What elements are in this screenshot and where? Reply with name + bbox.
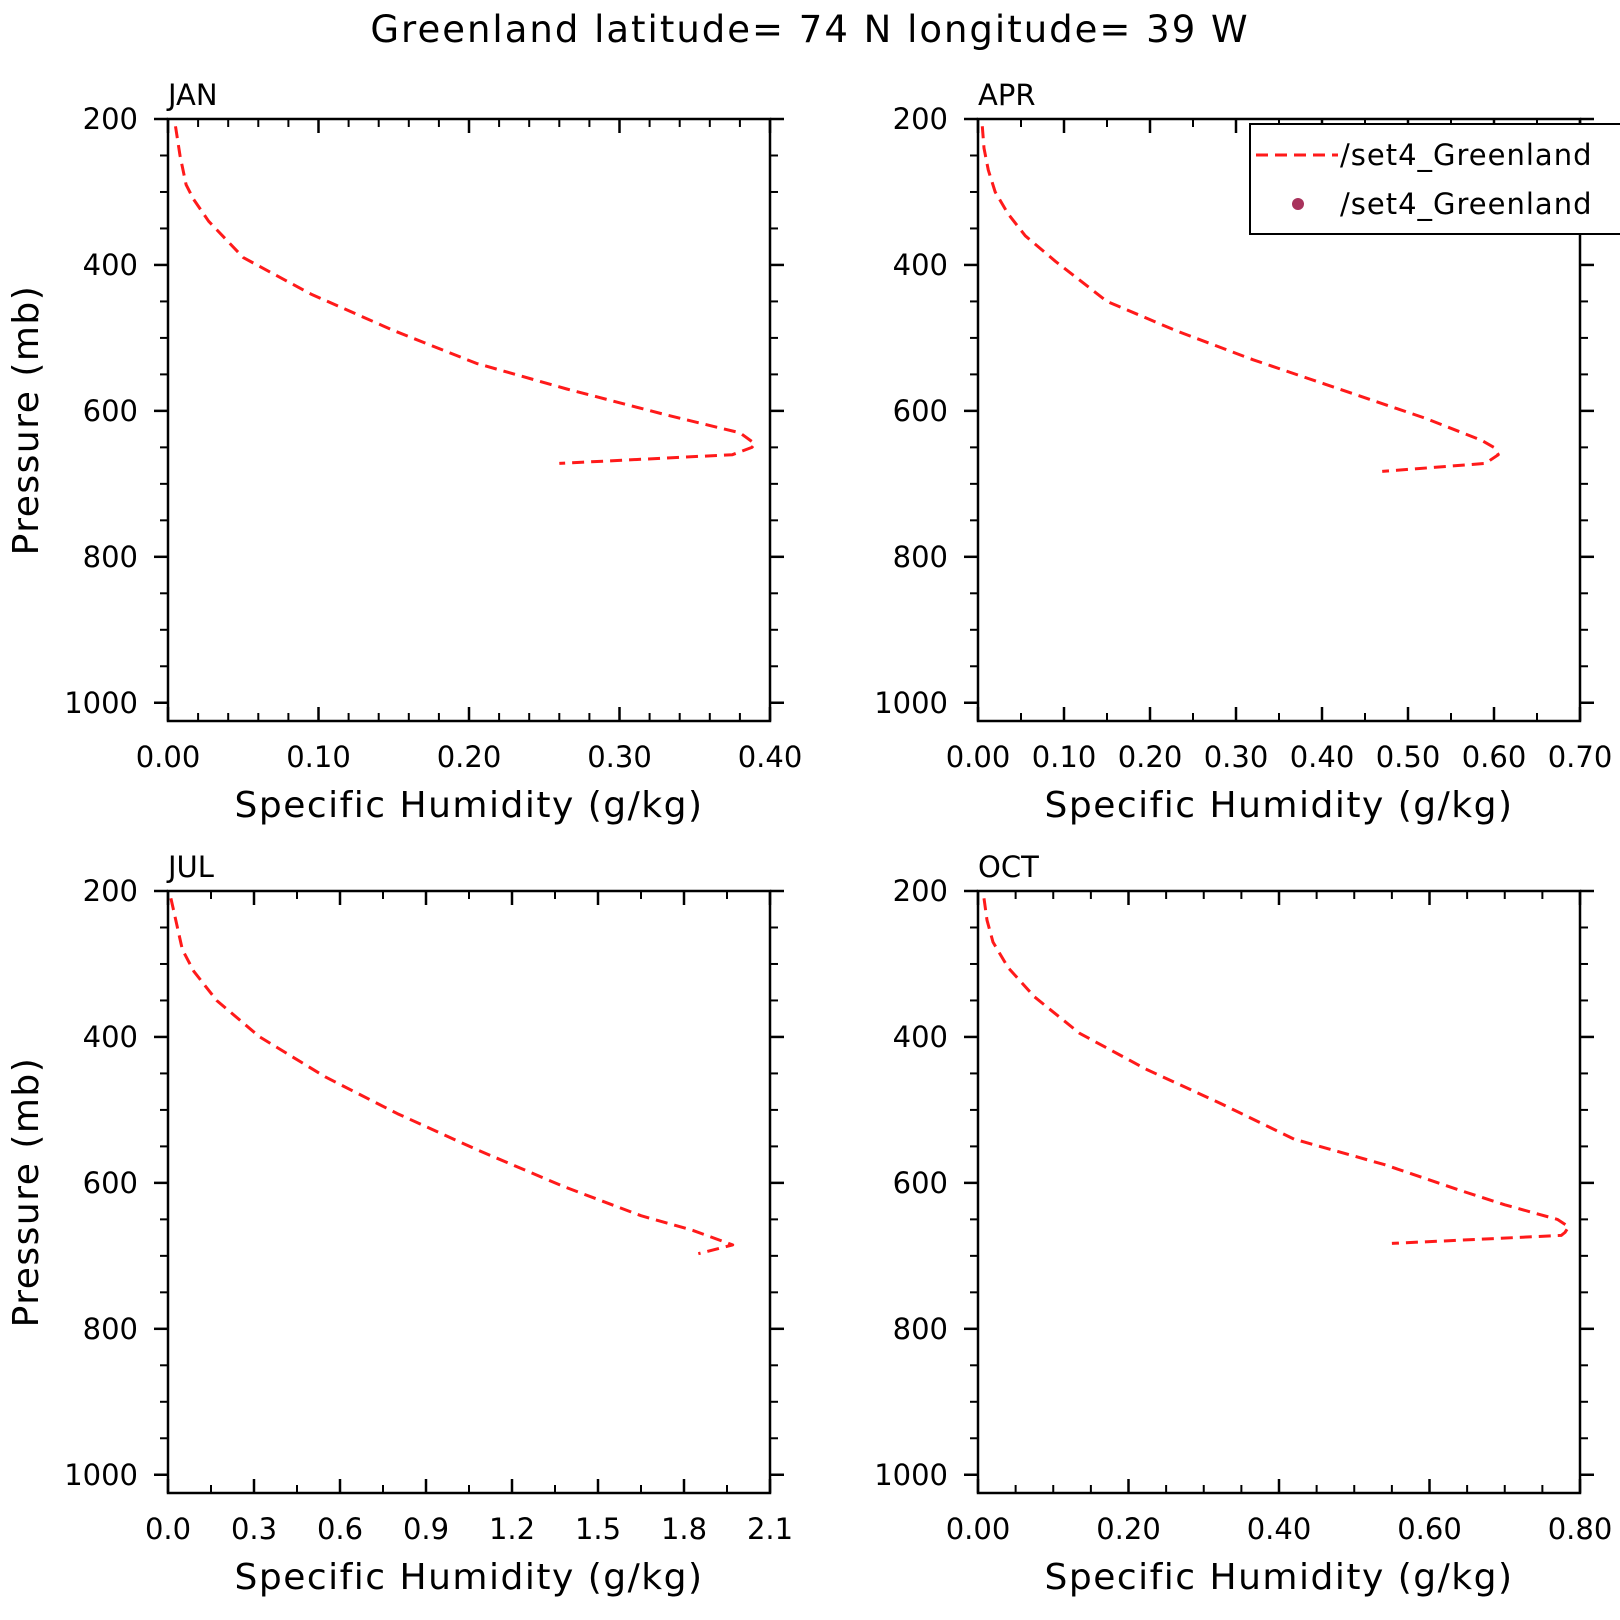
legend-label: /set4_Greenland (1340, 138, 1592, 172)
y-tick-label: 800 (893, 1312, 948, 1346)
x-tick-label: 0.20 (1096, 1512, 1161, 1546)
y-tick-label: 600 (893, 1166, 948, 1200)
plot-frame (976, 889, 1582, 1495)
legend-label: /set4_Greenland (1340, 187, 1592, 221)
x-tick-label: 1.2 (489, 1512, 535, 1546)
panel-jul: JUL 0.0 0.3 0.6 0.9 1.2 1.5 1.8 2.1 200 400 600 800 1… (6, 850, 793, 1598)
x-tick-label: 0.00 (946, 740, 1011, 774)
plot-frame (166, 117, 772, 723)
plot-frame (166, 889, 772, 1495)
y-axis-label: Pressure (mb) (6, 285, 47, 556)
y-tick-label: 800 (83, 1312, 138, 1346)
x-tick-label: 0.20 (1118, 740, 1183, 774)
y-tick-label: 1000 (64, 686, 138, 720)
y-tick-label: 200 (893, 102, 948, 136)
y-tick-label: 400 (893, 248, 948, 282)
y-tick-label: 800 (83, 540, 138, 574)
y-tick-label: 1000 (874, 1458, 948, 1492)
series-line (169, 897, 735, 1256)
x-axis-label: Specific Humidity (g/kg) (1044, 1557, 1513, 1598)
y-tick-label: 400 (83, 1020, 138, 1054)
x-tick-label: 0.0 (145, 1512, 191, 1546)
series-line (174, 126, 757, 465)
panel-oct: OCT 0.00 0.20 0.40 0.60 0.80 200 400 600 800 1000 S… (874, 850, 1612, 1598)
x-tick-label: 0.70 (1548, 740, 1613, 774)
panel-month-label: APR (978, 78, 1035, 112)
x-tick-label: 0.50 (1376, 740, 1441, 774)
legend: /set4_Greenland/set4_Greenland (1249, 123, 1620, 235)
x-tick-label: 1.8 (661, 1512, 707, 1546)
y-tick-label: 400 (83, 248, 138, 282)
x-tick-label: 0.10 (286, 740, 351, 774)
x-tick-label: 2.1 (747, 1512, 793, 1546)
panel-month-label: OCT (978, 850, 1039, 884)
y-tick-label: 800 (893, 540, 948, 574)
x-tick-label: 0.80 (1548, 1512, 1613, 1546)
y-tick-label: 600 (893, 394, 948, 428)
x-tick-label: 0.20 (437, 740, 502, 774)
x-tick-label: 0.3 (231, 1512, 277, 1546)
panel-jan: JAN 0.00 0.10 0.20 0.30 0.40 200 400 600 800 1000 S… (6, 78, 802, 826)
y-tick-label: 1000 (64, 1458, 138, 1492)
x-tick-label: 0.60 (1462, 740, 1527, 774)
y-tick-label: 200 (83, 102, 138, 136)
x-tick-label: 0.10 (1032, 740, 1097, 774)
y-tick-label: 600 (83, 394, 138, 428)
y-axis-label: Pressure (mb) (6, 1057, 47, 1328)
x-tick-label: 0.30 (587, 740, 652, 774)
y-tick-label: 400 (893, 1020, 948, 1054)
x-tick-label: 0.40 (1290, 740, 1355, 774)
panel-month-label: JUL (166, 850, 214, 884)
y-tick-label: 1000 (874, 686, 948, 720)
x-axis-label: Specific Humidity (g/kg) (1044, 785, 1513, 826)
x-tick-label: 0.30 (1204, 740, 1269, 774)
y-tick-label: 200 (83, 874, 138, 908)
legend-dot-swatch (1292, 198, 1304, 210)
series-line (980, 126, 1500, 473)
panels-group: JAN 0.00 0.10 0.20 0.30 0.40 200 400 600 800 1000 S… (6, 78, 1612, 1598)
y-tick-label: 200 (893, 874, 948, 908)
panel-apr: APR 0.00 0.10 0.20 0.30 0.40 0.50 0.60 0.70 200 40… (874, 78, 1612, 826)
x-axis-label: Specific Humidity (g/kg) (234, 1557, 703, 1598)
x-tick-label: 0.60 (1397, 1512, 1462, 1546)
legend-box (1249, 123, 1620, 235)
series-line (982, 898, 1571, 1245)
x-tick-label: 0.00 (136, 740, 201, 774)
x-tick-label: 0.00 (946, 1512, 1011, 1546)
x-tick-label: 0.40 (1247, 1512, 1312, 1546)
x-tick-label: 1.5 (575, 1512, 621, 1546)
panel-month-label: JAN (166, 78, 218, 112)
y-tick-label: 600 (83, 1166, 138, 1200)
x-tick-label: 0.9 (403, 1512, 449, 1546)
x-tick-label: 0.40 (738, 740, 803, 774)
figure-title: Greenland latitude= 74 N longitude= 39 W (370, 8, 1249, 51)
x-axis-label: Specific Humidity (g/kg) (234, 785, 703, 826)
x-tick-label: 0.6 (317, 1512, 363, 1546)
